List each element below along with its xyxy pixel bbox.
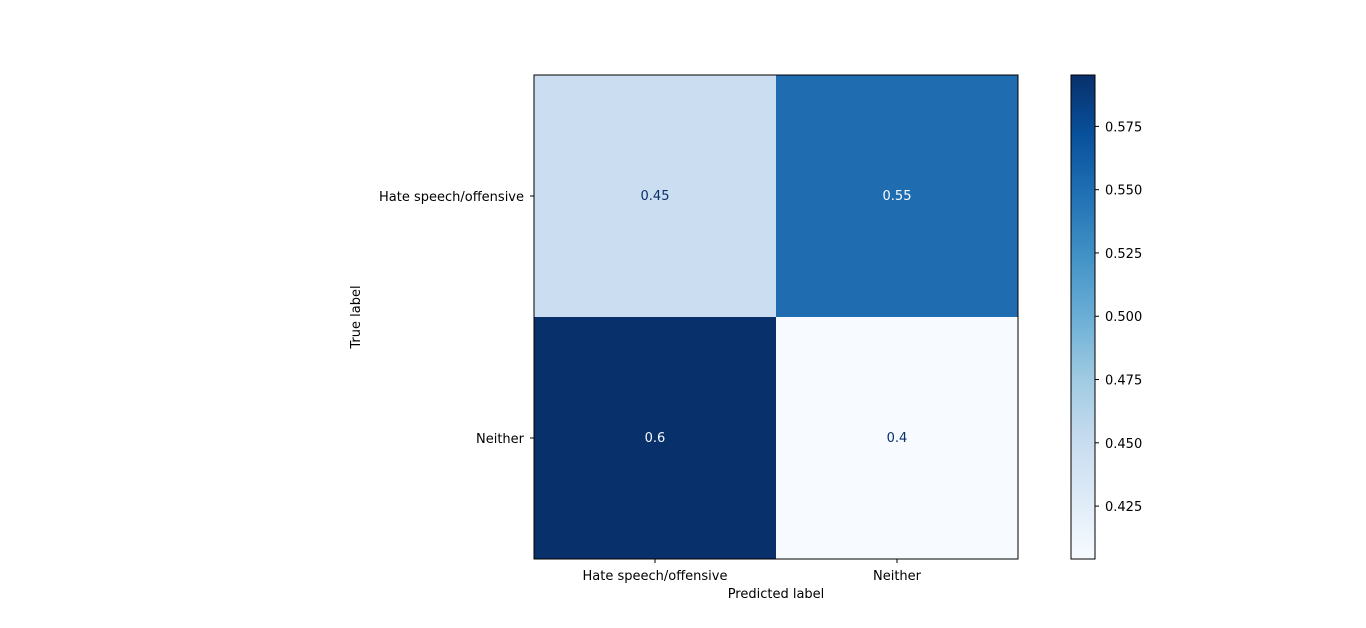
colorbar-tick-label: 0.475 [1105,374,1142,389]
colorbar-tick-label: 0.425 [1105,500,1142,515]
x-axis-ticks: Hate speech/offensive Neither [583,559,922,584]
colorbar-ticks: 0.425 0.450 0.475 0.500 0.525 0.550 0.575 [1095,120,1142,515]
colorbar-tick-label: 0.550 [1105,184,1142,199]
cell-value-labels: 0.45 0.55 0.6 0.4 [641,189,912,446]
x-axis-label: Predicted label [728,587,825,602]
y-tick-label: Hate speech/offensive [379,190,524,205]
heatmap-cell [534,317,776,559]
colorbar-tick-label: 0.525 [1105,247,1142,262]
plot-frame [533,74,1019,560]
cell-value-label: 0.4 [887,431,908,446]
heatmap-cell [534,75,776,317]
colorbar-tick-label: 0.450 [1105,437,1142,452]
x-tick-label: Hate speech/offensive [583,569,728,584]
cell-value-label: 0.45 [641,189,670,204]
cell-value-label: 0.55 [883,189,912,204]
heatmap-cell [776,75,1018,317]
colorbar [1070,74,1096,560]
y-axis-ticks: Hate speech/offensive Neither [379,190,534,447]
y-axis-label: True label [349,285,364,349]
heatmap-cell [776,317,1018,559]
heatmap-cells [534,75,1018,559]
x-tick-label: Neither [873,569,922,584]
colorbar-tick-label: 0.575 [1105,120,1142,135]
colorbar-tick-label: 0.500 [1105,310,1142,325]
cell-value-label: 0.6 [645,431,666,446]
y-tick-label: Neither [476,432,525,447]
